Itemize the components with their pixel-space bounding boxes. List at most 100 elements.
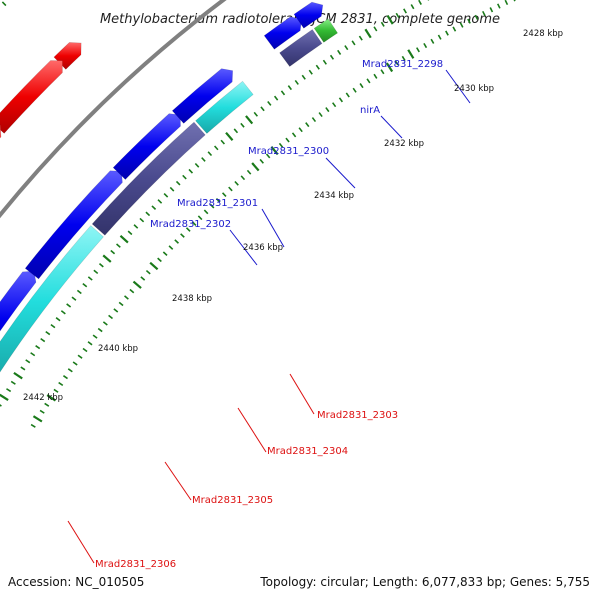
tick-mark (10, 380, 16, 385)
tick-label: 2438 kbp (172, 294, 212, 304)
tick-mark (55, 317, 61, 322)
tick-mark (82, 282, 88, 288)
tick-mark (182, 174, 187, 180)
tick-mark (259, 158, 264, 164)
tick-mark (162, 251, 168, 256)
tick-mark (35, 345, 41, 350)
tick-mark (220, 139, 225, 145)
gene-label[interactable]: Mrad2831_2300 (248, 146, 329, 157)
tick-mark (416, 47, 420, 53)
gene-label[interactable]: Mrad2831_2303 (317, 410, 398, 421)
forward-cds-arrow (293, 1, 324, 29)
tick-mark (118, 301, 124, 307)
tick-label: 2440 kbp (98, 344, 138, 354)
tick-mark (194, 162, 200, 168)
tick-mark (110, 249, 116, 255)
tick-mark (423, 42, 428, 49)
forward-cds-arrow (0, 270, 37, 332)
gene-label[interactable]: Mrad2831_2305 (192, 495, 273, 506)
feature-slate-segment (279, 29, 323, 67)
feature-green-segment (313, 18, 339, 43)
tick-mark (1, 1, 7, 7)
tick-mark (394, 60, 399, 66)
gene-label[interactable]: Mrad2831_2301 (177, 198, 258, 209)
tick-mark (364, 28, 372, 39)
tick-mark (280, 90, 286, 96)
tick-mark (265, 153, 271, 159)
tick-mark (87, 341, 93, 346)
tick-label: 2436 kbp (243, 243, 283, 253)
label-leader-line (289, 373, 315, 415)
tick-mark (119, 235, 129, 244)
tick-mark (497, 3, 501, 9)
label-leader-line (229, 229, 258, 266)
tick-mark (145, 269, 151, 275)
tick-mark (366, 78, 371, 84)
tick-mark (332, 102, 337, 108)
forward-cds-arrow (24, 170, 123, 280)
gene-label[interactable]: Mrad2831_2302 (150, 219, 231, 230)
accession-text: Accession: NC_010505 (8, 575, 144, 589)
tick-mark (25, 359, 31, 364)
tick-mark (386, 14, 394, 25)
forward-cds-arrow (263, 16, 302, 50)
tick-mark (385, 62, 394, 73)
label-leader-line (380, 115, 403, 139)
gene-label[interactable]: Mrad2831_2298 (362, 59, 443, 70)
gene-label[interactable]: Mrad2831_2306 (95, 559, 176, 570)
tick-mark (39, 409, 45, 414)
tick-mark (20, 366, 26, 371)
tick-mark (294, 79, 299, 85)
tick-mark (221, 192, 227, 198)
tick-mark (352, 87, 357, 93)
tick-mark (129, 288, 135, 294)
tick-mark (149, 261, 159, 271)
tick-mark (46, 394, 57, 402)
reverse-gene-labels: Mrad2831_2303 Mrad2831_2304 Mrad2831_230… (95, 410, 398, 570)
tick-mark (513, 0, 516, 2)
feature-cyan-segment (0, 225, 104, 373)
feature-slate-segment (91, 121, 206, 236)
tick-mark (116, 243, 121, 248)
tick-mark (301, 74, 306, 80)
tick-mark (287, 85, 293, 91)
tick-mark (201, 157, 206, 162)
tick-mark (185, 227, 191, 232)
tick-mark (50, 323, 56, 329)
tick-mark (482, 10, 486, 17)
gene-label[interactable]: nirA (360, 105, 380, 116)
gene-label[interactable]: Mrad2831_2304 (267, 446, 348, 457)
tick-mark (66, 303, 72, 308)
tick-mark (270, 146, 279, 156)
tick-mark (82, 347, 88, 353)
tick-mark (285, 137, 290, 143)
tick-mark (132, 280, 142, 289)
label-leader-line (445, 69, 471, 104)
tick-mark (98, 262, 104, 268)
feature-cyan-segment (195, 80, 254, 134)
tick-mark (30, 352, 36, 357)
tick-mark (157, 257, 162, 263)
tick-mark (322, 59, 327, 65)
tick-mark (273, 95, 279, 101)
tick-mark (338, 97, 344, 103)
tick-label: 2430 kbp (454, 84, 494, 94)
tick-mark (157, 199, 163, 204)
tick-mark (145, 211, 151, 217)
tick-mark (174, 239, 180, 244)
tick-mark (251, 162, 260, 172)
tick-mark (58, 381, 64, 387)
tick-mark (53, 388, 59, 393)
label-leader-line (261, 208, 285, 248)
tick-mark (113, 308, 119, 313)
tick-mark (71, 296, 77, 301)
tick-mark (245, 115, 254, 125)
tick-mark (72, 361, 78, 366)
tick-mark (345, 92, 350, 98)
tick-mark (77, 354, 83, 359)
tick-mark (151, 205, 157, 210)
tick-mark (267, 100, 272, 106)
tick-mark (102, 321, 108, 326)
label-leader-line (325, 157, 356, 189)
tick-mark (163, 192, 169, 198)
